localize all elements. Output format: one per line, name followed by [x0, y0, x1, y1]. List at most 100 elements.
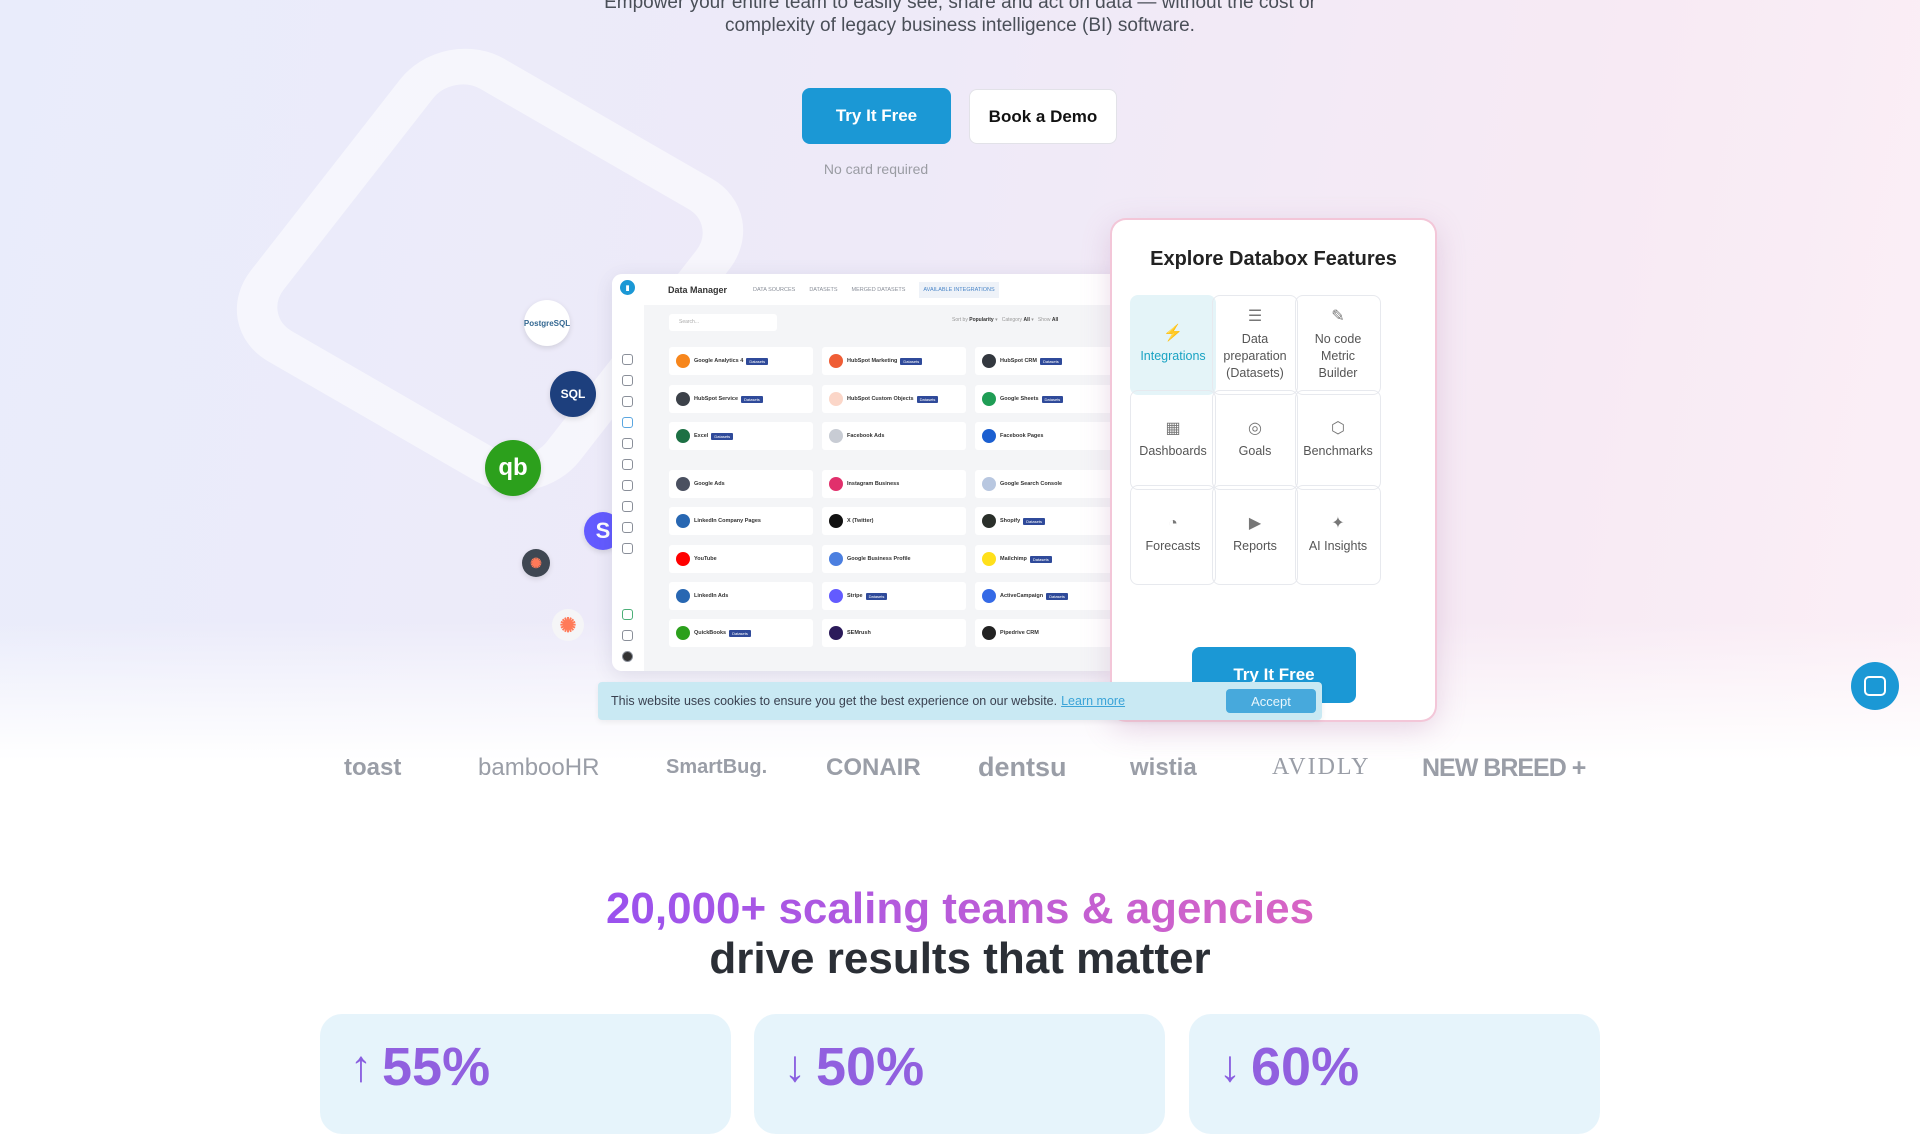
- integration-name: Shopify: [1000, 518, 1021, 524]
- feature-tile-forecasts[interactable]: ◔ Forecasts: [1130, 485, 1216, 585]
- integration-logo-icon: [982, 354, 996, 368]
- integration-logo-icon: [982, 626, 996, 640]
- feature-tile-benchmarks[interactable]: ⬡ Benchmarks: [1295, 390, 1381, 490]
- stat-card: ↓ 50%: [754, 1014, 1165, 1134]
- integration-name: Google Search Console: [1000, 481, 1063, 487]
- chat-launcher-button[interactable]: [1851, 662, 1899, 710]
- integration-name: LinkedIn Company Pages: [694, 518, 761, 524]
- integration-card: Stripe Datasets: [822, 582, 966, 610]
- integration-card: ActiveCampaign Datasets: [975, 582, 1114, 610]
- datasets-badge: Datasets: [729, 629, 751, 637]
- feature-label: Forecasts: [1145, 539, 1201, 553]
- datasets-badge: Datasets: [1023, 517, 1045, 525]
- integration-name: LinkedIn Ads: [694, 593, 729, 599]
- stat-value: 60%: [1251, 1037, 1360, 1097]
- sparkles-icon: ✦: [1331, 515, 1345, 532]
- integration-card: YouTube: [669, 545, 813, 573]
- features-title: Explore Databox Features: [1150, 248, 1397, 270]
- integration-card: Facebook Pages: [975, 422, 1114, 450]
- feature-tile-data[interactable]: ☰ Data preparation (Datasets): [1212, 295, 1298, 395]
- integrations-icon: [622, 417, 633, 428]
- ruler-pencil-icon: ✎: [1331, 308, 1345, 325]
- feature-label: AI Insights: [1308, 539, 1368, 553]
- integration-logo-icon: [982, 552, 996, 566]
- feature-tile-ai[interactable]: ✦ AI Insights: [1295, 485, 1381, 585]
- feature-label: Dashboards: [1139, 444, 1207, 458]
- learn-more-link[interactable]: Learn more: [1061, 694, 1126, 708]
- datasets-icon: [622, 459, 633, 470]
- datasets-badge: Datasets: [711, 432, 734, 440]
- forecast-icon: ◔: [1168, 515, 1178, 532]
- integration-card: Google Business Profile: [822, 545, 966, 573]
- book-demo-button[interactable]: Book a Demo: [969, 89, 1117, 144]
- integration-card: X (Twitter): [822, 507, 966, 535]
- dashboard-icon: [622, 375, 633, 386]
- tab-data-sources: DATA SOURCES: [753, 286, 796, 293]
- integration-logo-icon: [676, 626, 690, 640]
- logo-new-breed: NEW BREED +: [1422, 754, 1586, 782]
- integration-card: Shopify Datasets: [975, 507, 1114, 535]
- feature-tile-no[interactable]: ✎ No code Metric Builder: [1295, 295, 1381, 395]
- datasets-badge: Datasets: [1039, 357, 1062, 365]
- integration-logo-icon: [676, 429, 690, 443]
- integration-card: Google Search Console: [975, 470, 1114, 498]
- integration-logo-icon: [676, 392, 690, 406]
- integration-card: HubSpot CRM Datasets: [975, 347, 1114, 375]
- plug-icon: ⚡: [1163, 325, 1183, 342]
- feature-tile-goals[interactable]: ◎ Goals: [1212, 390, 1298, 490]
- hero-subtitle-line2: complexity of legacy business intelligen…: [725, 15, 1195, 36]
- datasets-badge: Datasets: [746, 357, 769, 365]
- feature-label: Data preparation (Datasets): [1223, 332, 1287, 380]
- stat-card: ↑ 55%: [320, 1014, 731, 1134]
- integration-card: HubSpot Service Datasets: [669, 385, 813, 413]
- team-icon: [622, 543, 633, 554]
- stat-card: ↓ 60%: [1189, 1014, 1600, 1134]
- goals-icon: [622, 522, 633, 533]
- integration-card: Mailchimp Datasets: [975, 545, 1114, 573]
- integration-card: HubSpot Marketing Datasets: [822, 347, 966, 375]
- integration-logo-icon: [676, 514, 690, 528]
- integration-logo-icon: [829, 392, 843, 406]
- feature-tile-reports[interactable]: ▶ Reports: [1212, 485, 1298, 585]
- features-panel: Explore Databox Features ⚡ Integrations ☰ D…: [1112, 220, 1435, 720]
- integration-card: SEMrush: [822, 619, 966, 647]
- customer-logos: toast bambooHR SmartBug. CONAIR dentsu w…: [330, 752, 1590, 788]
- accept-cookies-button[interactable]: Accept: [1226, 689, 1316, 713]
- integration-card: Google Analytics 4 Datasets: [669, 347, 813, 375]
- datasets-badge: Datasets: [916, 395, 939, 403]
- data-manager-header: Data Manager DATA SOURCES DATASETS MERGE…: [644, 274, 1114, 305]
- integration-search: Search...: [669, 314, 777, 331]
- tab-available-integrations: AVAILABLE INTEGRATIONS: [919, 281, 999, 298]
- hero-subtitle-line1: Empower your entire team to easily see, …: [604, 0, 1316, 13]
- integration-name: ActiveCampaign: [1000, 593, 1044, 599]
- try-it-free-button[interactable]: Try It Free: [802, 88, 951, 144]
- sort-controls: Sort by Popularity ▾ Category All ▾ Show…: [952, 317, 1059, 323]
- integration-card: HubSpot Custom Objects Datasets: [822, 385, 966, 413]
- dashboard-icon: ▦: [1165, 420, 1181, 437]
- integration-logo-icon: [829, 552, 843, 566]
- integration-card: Google Sheets Datasets: [975, 385, 1114, 413]
- feature-tile-dashboards[interactable]: ▦ Dashboards: [1130, 390, 1216, 490]
- integration-name: HubSpot Service: [694, 396, 739, 402]
- gauge-icon: ⬡: [1331, 420, 1345, 437]
- integration-logo-icon: [829, 429, 843, 443]
- integration-name: Google Sheets: [1000, 396, 1039, 402]
- integration-name: Facebook Ads: [847, 433, 885, 439]
- integration-card: QuickBooks Datasets: [669, 619, 813, 647]
- feature-label: Integrations: [1140, 349, 1206, 363]
- integration-name: Stripe: [847, 593, 863, 599]
- integration-card: Instagram Business: [822, 470, 966, 498]
- integration-logo-icon: [829, 477, 843, 491]
- feature-label: Benchmarks: [1303, 444, 1373, 458]
- feature-label: Goals: [1238, 444, 1272, 458]
- video-icon: [622, 438, 633, 449]
- quickbooks-logo: qb: [485, 440, 541, 496]
- integration-logo-icon: [829, 514, 843, 528]
- integration-name: Instagram Business: [847, 481, 900, 487]
- logo-wistia: wistia: [1130, 754, 1197, 781]
- integration-logo-icon: [982, 589, 996, 603]
- feature-tile-integrations[interactable]: ⚡ Integrations: [1130, 295, 1216, 395]
- avatar: [622, 651, 633, 662]
- hubspot-dark-logo: ✺: [522, 549, 550, 577]
- integration-name: YouTube: [694, 556, 717, 562]
